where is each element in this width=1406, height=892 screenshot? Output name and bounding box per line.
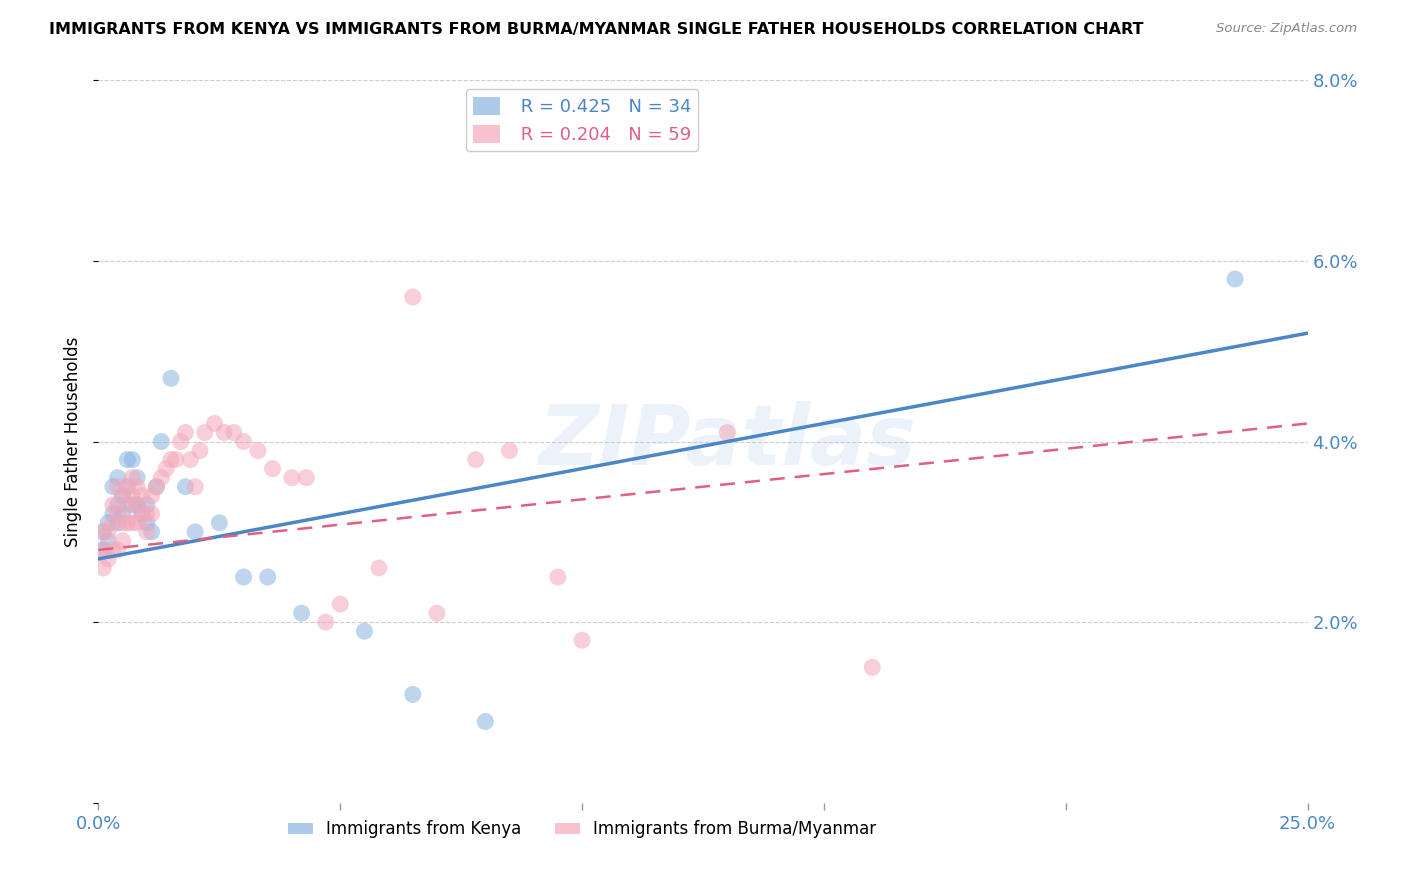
Text: Source: ZipAtlas.com: Source: ZipAtlas.com (1216, 22, 1357, 36)
Point (91, 561, 114, 575)
Point (1223, 272, 1246, 286)
Y-axis label: Single Father Households: Single Father Households (65, 336, 83, 547)
Point (127, 471, 149, 485)
Point (127, 498, 149, 512)
Point (97, 533, 120, 548)
Point (141, 507, 163, 521)
Point (150, 434, 173, 449)
Point (232, 570, 254, 584)
Point (426, 606, 449, 620)
Point (212, 425, 235, 440)
Point (91, 542, 114, 557)
Point (111, 533, 134, 548)
Point (131, 507, 153, 521)
Point (184, 524, 207, 539)
Point (141, 489, 163, 503)
Point (174, 425, 197, 440)
Point (111, 489, 134, 503)
Point (97, 516, 120, 530)
Point (127, 480, 149, 494)
Point (97, 552, 120, 566)
Point (121, 452, 143, 467)
Point (169, 434, 191, 449)
Point (107, 542, 129, 557)
Point (101, 507, 124, 521)
Point (188, 443, 211, 458)
Text: IMMIGRANTS FROM KENYA VS IMMIGRANTS FROM BURMA/MYANMAR SINGLE FATHER HOUSEHOLDS : IMMIGRANTS FROM KENYA VS IMMIGRANTS FROM… (49, 22, 1143, 37)
Point (91, 542, 114, 557)
Point (368, 561, 391, 575)
Point (329, 597, 352, 611)
Point (194, 425, 217, 440)
Point (107, 480, 129, 494)
Point (860, 660, 883, 674)
Text: ZIPatlas: ZIPatlas (538, 401, 917, 482)
Point (101, 498, 124, 512)
Point (402, 290, 425, 304)
Point (184, 480, 207, 494)
Legend: Immigrants from Kenya, Immigrants from Burma/Myanmar: Immigrants from Kenya, Immigrants from B… (281, 814, 883, 845)
Point (179, 452, 201, 467)
Point (91, 524, 114, 539)
Point (111, 489, 134, 503)
Point (174, 480, 197, 494)
Point (91, 524, 114, 539)
Point (547, 570, 569, 584)
Point (256, 570, 278, 584)
Point (145, 480, 167, 494)
Point (111, 516, 134, 530)
Point (111, 507, 134, 521)
Point (121, 489, 143, 503)
Point (127, 498, 149, 512)
Point (117, 480, 139, 494)
Point (232, 434, 254, 449)
Point (107, 507, 129, 521)
Point (117, 480, 139, 494)
Point (121, 516, 143, 530)
Point (165, 452, 187, 467)
Point (135, 524, 157, 539)
Point (160, 452, 183, 467)
Point (107, 516, 129, 530)
Point (135, 516, 157, 530)
Point (498, 443, 520, 458)
Point (474, 714, 496, 729)
Point (150, 471, 173, 485)
Point (353, 624, 375, 639)
Point (127, 516, 149, 530)
Point (464, 452, 486, 467)
Point (117, 516, 139, 530)
Point (101, 542, 124, 557)
Point (101, 480, 124, 494)
Point (131, 489, 153, 503)
Point (281, 471, 304, 485)
Point (141, 524, 163, 539)
Point (155, 461, 177, 475)
Point (402, 687, 425, 701)
Point (208, 516, 231, 530)
Point (571, 633, 593, 648)
Point (290, 606, 312, 620)
Point (160, 371, 183, 385)
Point (315, 615, 337, 630)
Point (121, 498, 143, 512)
Point (101, 516, 124, 530)
Point (295, 471, 318, 485)
Point (117, 498, 139, 512)
Point (117, 452, 139, 467)
Point (131, 507, 153, 521)
Point (262, 461, 284, 475)
Point (135, 507, 157, 521)
Point (97, 524, 120, 539)
Point (204, 417, 226, 431)
Point (145, 480, 167, 494)
Point (247, 443, 270, 458)
Point (107, 471, 129, 485)
Point (222, 425, 245, 440)
Point (135, 498, 157, 512)
Point (107, 498, 129, 512)
Point (716, 425, 738, 440)
Point (121, 471, 143, 485)
